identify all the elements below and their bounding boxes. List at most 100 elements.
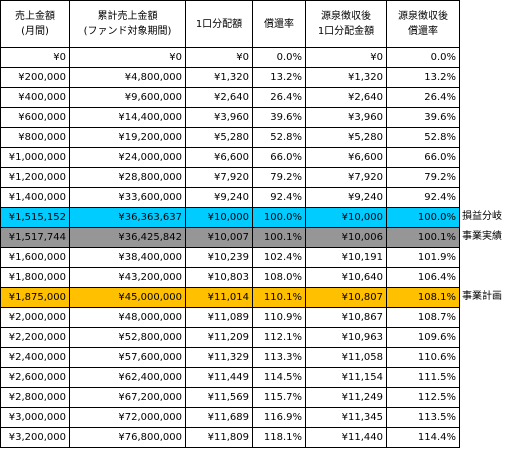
cell-unit-distribution[interactable]: ¥10,000	[185, 207, 253, 228]
cell-monthly-sales[interactable]: ¥800,000	[0, 127, 70, 148]
cell-unit-distribution[interactable]: ¥11,809	[185, 427, 253, 448]
cell-cumulative-sales[interactable]: ¥48,000,000	[69, 307, 186, 328]
cell-cumulative-sales[interactable]: ¥72,000,000	[69, 407, 186, 428]
cell-monthly-sales[interactable]: ¥1,600,000	[0, 247, 70, 268]
cell-after-tax-redemption-rate[interactable]: 0.0%	[386, 47, 460, 68]
cell-unit-distribution[interactable]: ¥0	[185, 47, 253, 68]
cell-cumulative-sales[interactable]: ¥76,800,000	[69, 427, 186, 448]
cell-unit-distribution[interactable]: ¥11,089	[185, 307, 253, 328]
cell-unit-distribution[interactable]: ¥10,239	[185, 247, 253, 268]
cell-after-tax-redemption-rate[interactable]: 110.6%	[386, 347, 460, 368]
cell-cumulative-sales[interactable]: ¥52,800,000	[69, 327, 186, 348]
cell-after-tax-redemption-rate[interactable]: 112.5%	[386, 387, 460, 408]
cell-monthly-sales[interactable]: ¥600,000	[0, 107, 70, 128]
cell-redemption-rate[interactable]: 66.0%	[252, 147, 306, 168]
cell-redemption-rate[interactable]: 118.1%	[252, 427, 306, 448]
cell-cumulative-sales[interactable]: ¥45,000,000	[69, 287, 186, 308]
cell-after-tax-redemption-rate[interactable]: 66.0%	[386, 147, 460, 168]
cell-unit-distribution[interactable]: ¥11,569	[185, 387, 253, 408]
cell-unit-distribution[interactable]: ¥3,960	[185, 107, 253, 128]
cell-redemption-rate[interactable]: 115.7%	[252, 387, 306, 408]
cell-monthly-sales[interactable]: ¥2,800,000	[0, 387, 70, 408]
cell-redemption-rate[interactable]: 52.8%	[252, 127, 306, 148]
cell-cumulative-sales[interactable]: ¥4,800,000	[69, 67, 186, 88]
cell-after-tax-redemption-rate[interactable]: 92.4%	[386, 187, 460, 208]
cell-after-tax-redemption-rate[interactable]: 26.4%	[386, 87, 460, 108]
cell-unit-distribution[interactable]: ¥11,689	[185, 407, 253, 428]
cell-monthly-sales[interactable]: ¥3,200,000	[0, 427, 70, 448]
cell-unit-distribution[interactable]: ¥10,803	[185, 267, 253, 288]
cell-after-tax-distribution[interactable]: ¥3,960	[305, 107, 387, 128]
cell-after-tax-redemption-rate[interactable]: 52.8%	[386, 127, 460, 148]
cell-monthly-sales[interactable]: ¥1,515,152	[0, 207, 70, 228]
cell-cumulative-sales[interactable]: ¥24,000,000	[69, 147, 186, 168]
cell-cumulative-sales[interactable]: ¥36,363,637	[69, 207, 186, 228]
cell-after-tax-distribution[interactable]: ¥7,920	[305, 167, 387, 188]
cell-after-tax-distribution[interactable]: ¥11,345	[305, 407, 387, 428]
cell-after-tax-redemption-rate[interactable]: 13.2%	[386, 67, 460, 88]
cell-monthly-sales[interactable]: ¥2,600,000	[0, 367, 70, 388]
cell-redemption-rate[interactable]: 112.1%	[252, 327, 306, 348]
cell-after-tax-redemption-rate[interactable]: 111.5%	[386, 367, 460, 388]
cell-after-tax-distribution[interactable]: ¥10,963	[305, 327, 387, 348]
cell-unit-distribution[interactable]: ¥6,600	[185, 147, 253, 168]
cell-unit-distribution[interactable]: ¥7,920	[185, 167, 253, 188]
cell-monthly-sales[interactable]: ¥2,000,000	[0, 307, 70, 328]
cell-monthly-sales[interactable]: ¥1,517,744	[0, 227, 70, 248]
cell-unit-distribution[interactable]: ¥2,640	[185, 87, 253, 108]
cell-redemption-rate[interactable]: 113.3%	[252, 347, 306, 368]
cell-after-tax-distribution[interactable]: ¥10,000	[305, 207, 387, 228]
cell-unit-distribution[interactable]: ¥9,240	[185, 187, 253, 208]
cell-after-tax-distribution[interactable]: ¥11,249	[305, 387, 387, 408]
cell-monthly-sales[interactable]: ¥2,200,000	[0, 327, 70, 348]
cell-redemption-rate[interactable]: 13.2%	[252, 67, 306, 88]
cell-redemption-rate[interactable]: 110.9%	[252, 307, 306, 328]
column-header-monthly-sales[interactable]: 売上金額 (月間)	[0, 0, 70, 48]
cell-after-tax-distribution[interactable]: ¥11,058	[305, 347, 387, 368]
column-header-after-tax-distribution[interactable]: 源泉徴収後 1口分配金額	[305, 0, 387, 48]
cell-unit-distribution[interactable]: ¥5,280	[185, 127, 253, 148]
cell-redemption-rate[interactable]: 114.5%	[252, 367, 306, 388]
cell-after-tax-distribution[interactable]: ¥9,240	[305, 187, 387, 208]
cell-after-tax-distribution[interactable]: ¥10,640	[305, 267, 387, 288]
cell-after-tax-redemption-rate[interactable]: 106.4%	[386, 267, 460, 288]
cell-cumulative-sales[interactable]: ¥14,400,000	[69, 107, 186, 128]
cell-monthly-sales[interactable]: ¥0	[0, 47, 70, 68]
cell-after-tax-redemption-rate[interactable]: 113.5%	[386, 407, 460, 428]
cell-monthly-sales[interactable]: ¥1,800,000	[0, 267, 70, 288]
cell-monthly-sales[interactable]: ¥1,400,000	[0, 187, 70, 208]
cell-cumulative-sales[interactable]: ¥36,425,842	[69, 227, 186, 248]
cell-unit-distribution[interactable]: ¥10,007	[185, 227, 253, 248]
cell-cumulative-sales[interactable]: ¥9,600,000	[69, 87, 186, 108]
cell-after-tax-distribution[interactable]: ¥10,867	[305, 307, 387, 328]
cell-monthly-sales[interactable]: ¥1,000,000	[0, 147, 70, 168]
cell-after-tax-distribution[interactable]: ¥0	[305, 47, 387, 68]
cell-after-tax-redemption-rate[interactable]: 101.9%	[386, 247, 460, 268]
cell-after-tax-distribution[interactable]: ¥5,280	[305, 127, 387, 148]
cell-unit-distribution[interactable]: ¥11,449	[185, 367, 253, 388]
cell-unit-distribution[interactable]: ¥11,209	[185, 327, 253, 348]
cell-after-tax-distribution[interactable]: ¥6,600	[305, 147, 387, 168]
cell-monthly-sales[interactable]: ¥1,875,000	[0, 287, 70, 308]
cell-cumulative-sales[interactable]: ¥33,600,000	[69, 187, 186, 208]
cell-redemption-rate[interactable]: 0.0%	[252, 47, 306, 68]
cell-redemption-rate[interactable]: 26.4%	[252, 87, 306, 108]
cell-after-tax-distribution[interactable]: ¥11,154	[305, 367, 387, 388]
cell-monthly-sales[interactable]: ¥2,400,000	[0, 347, 70, 368]
cell-monthly-sales[interactable]: ¥400,000	[0, 87, 70, 108]
cell-after-tax-distribution[interactable]: ¥1,320	[305, 67, 387, 88]
cell-after-tax-redemption-rate[interactable]: 108.7%	[386, 307, 460, 328]
cell-monthly-sales[interactable]: ¥3,000,000	[0, 407, 70, 428]
cell-after-tax-redemption-rate[interactable]: 100.0%	[386, 207, 460, 228]
cell-after-tax-redemption-rate[interactable]: 79.2%	[386, 167, 460, 188]
cell-monthly-sales[interactable]: ¥200,000	[0, 67, 70, 88]
cell-redemption-rate[interactable]: 39.6%	[252, 107, 306, 128]
column-header-cumulative-sales[interactable]: 累計売上金額 (ファンド対象期間)	[69, 0, 186, 48]
cell-redemption-rate[interactable]: 100.1%	[252, 227, 306, 248]
cell-redemption-rate[interactable]: 116.9%	[252, 407, 306, 428]
cell-after-tax-distribution[interactable]: ¥10,191	[305, 247, 387, 268]
cell-redemption-rate[interactable]: 108.0%	[252, 267, 306, 288]
cell-cumulative-sales[interactable]: ¥38,400,000	[69, 247, 186, 268]
cell-cumulative-sales[interactable]: ¥62,400,000	[69, 367, 186, 388]
column-header-redemption-rate[interactable]: 償還率	[252, 0, 306, 48]
